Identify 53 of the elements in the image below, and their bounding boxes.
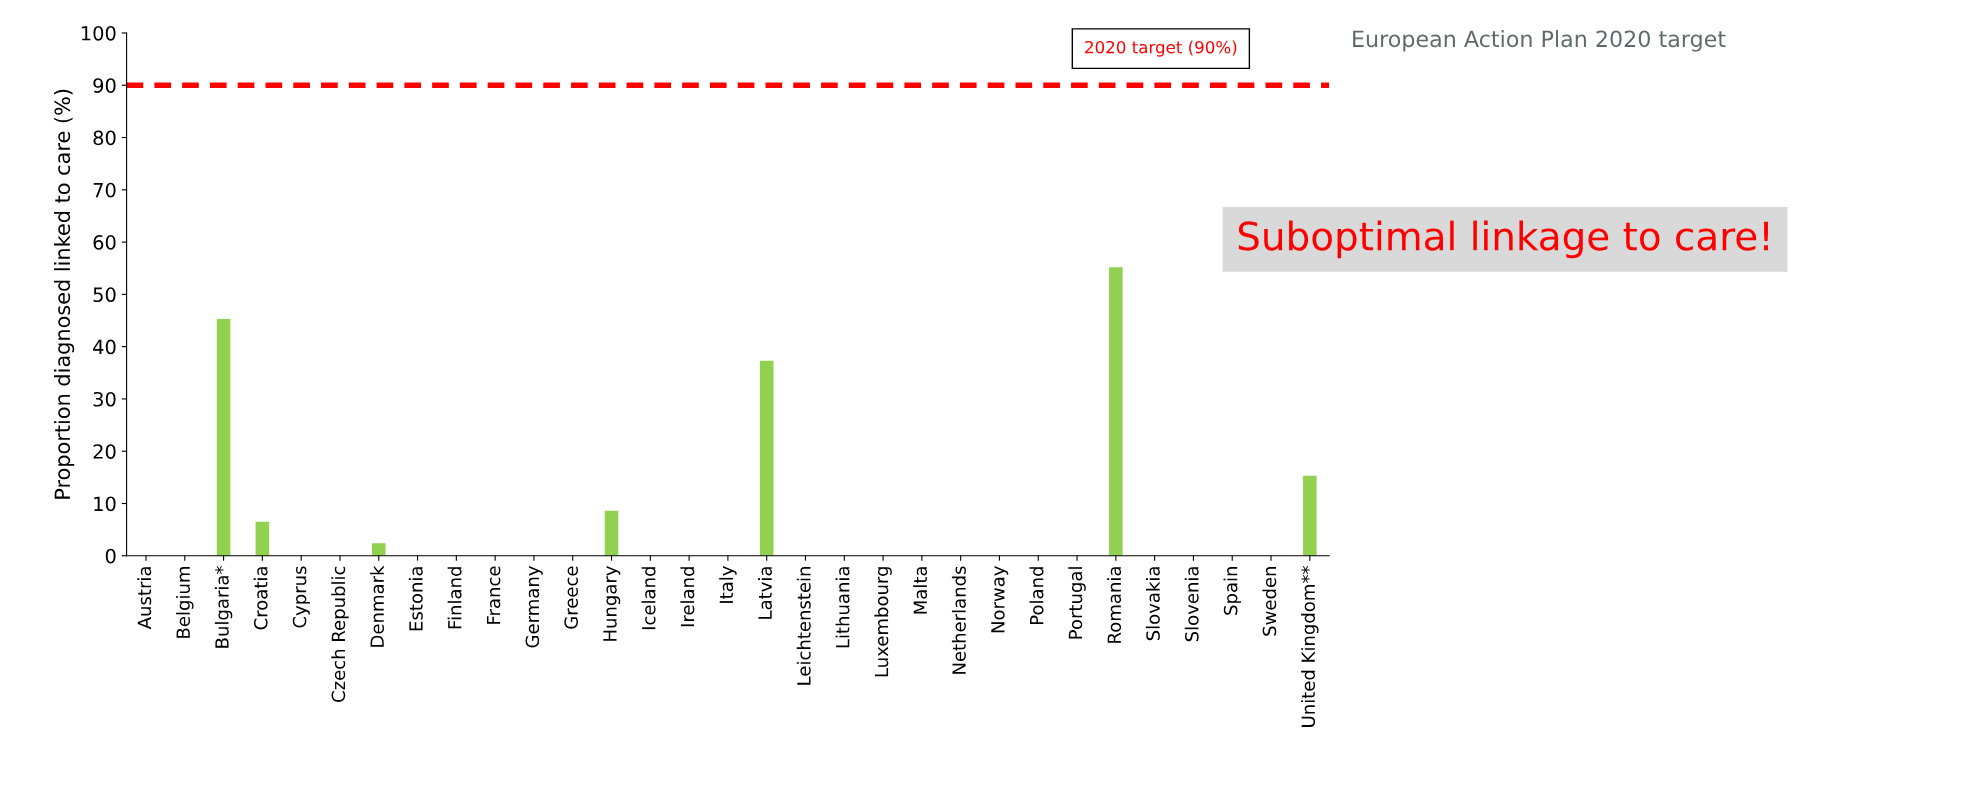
x-tick-label: Netherlands <box>951 566 966 674</box>
x-tick-label: Estonia <box>408 567 423 631</box>
y-tick-label: 100 <box>81 25 116 41</box>
x-tick-label: Hungary <box>603 566 621 641</box>
x-tick-label: Italy <box>719 566 737 603</box>
y-tick-label: 20 <box>93 444 116 459</box>
y-tick-label: 70 <box>93 182 116 198</box>
text: European Action Plan 2020 target <box>1353 30 1726 52</box>
x-tick-label: Bulgaria* <box>214 566 233 648</box>
bar <box>216 318 231 556</box>
y-tick-label: 90 <box>93 78 116 93</box>
x-tick-label: Denmark <box>370 565 384 647</box>
x-tick-label: Czech Republic <box>331 566 349 702</box>
x-tick-label: Austria <box>137 567 152 630</box>
x-tick-label: Slovenia <box>1184 567 1199 642</box>
x-tick-label: Latvia <box>757 567 772 619</box>
x-tick-label: United Kingdom** <box>1301 566 1319 727</box>
y-tick-label: 60 <box>93 235 116 250</box>
y-tick-label: 30 <box>93 391 116 407</box>
x-tick-label: France <box>486 566 501 624</box>
x-tick-label: Lithuania <box>835 567 850 648</box>
x-tick-label: Portugal <box>1068 567 1086 639</box>
bar <box>255 521 270 556</box>
x-tick-label: Spain <box>1223 567 1241 615</box>
x-tick-label: Iceland <box>641 567 656 630</box>
x-tick-label: Luxembourg <box>874 567 892 677</box>
x-tick-label: Croatia <box>253 567 268 630</box>
x-tick-label: Finland <box>447 567 462 629</box>
y-tick-label: 80 <box>93 130 116 146</box>
annotation: Suboptimal linkage to care! <box>1238 220 1768 259</box>
y-tick-label: 0 <box>105 548 116 564</box>
x-tick-label: Leichtenstein <box>796 567 811 685</box>
x-tick-label: Ireland <box>680 567 695 627</box>
x-tick-label: Malta <box>913 567 928 614</box>
bar <box>604 510 619 556</box>
x-tick-label: Greece <box>564 566 578 629</box>
bar <box>1109 267 1123 556</box>
y-tick-label: 50 <box>93 287 116 303</box>
ref-line-label: 2020 target (90%) <box>1085 40 1237 57</box>
x-tick-label: Romania <box>1107 567 1122 643</box>
x-tick-label: Slovakia <box>1145 567 1160 641</box>
x-tick-label: Sweden <box>1262 567 1277 636</box>
bar <box>371 543 386 556</box>
y-axis-title: Proportion diagnosed linked to care (%) <box>54 89 75 499</box>
y-tick-label: 40 <box>93 339 116 355</box>
x-tick-label: Germany <box>525 566 543 648</box>
x-tick-label: Poland <box>1029 567 1044 624</box>
x-tick-label: Cyprus <box>292 566 310 628</box>
y-tick-label: 10 <box>94 496 116 512</box>
x-tick-label: Norway <box>991 566 1009 633</box>
bar <box>759 360 774 556</box>
x-tick-label: Belgium <box>176 567 194 638</box>
bar <box>1303 475 1317 556</box>
